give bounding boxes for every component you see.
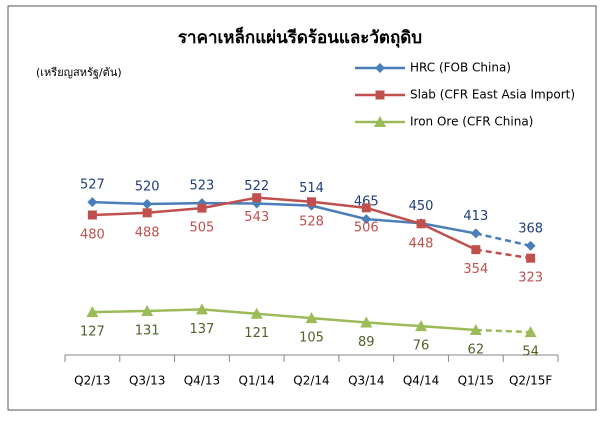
- data-label: 448: [409, 236, 434, 251]
- x-tick-label: Q3/13: [129, 374, 165, 388]
- data-label: 520: [135, 180, 160, 195]
- data-label: 137: [190, 322, 215, 337]
- data-label: 488: [135, 225, 160, 240]
- data-label: 505: [190, 221, 215, 236]
- marker: [416, 219, 426, 229]
- marker: [361, 214, 372, 225]
- marker: [195, 303, 208, 315]
- data-label: 514: [299, 181, 324, 196]
- marker: [87, 197, 98, 208]
- marker: [142, 199, 153, 209]
- data-label: 323: [518, 271, 543, 286]
- data-label: 522: [244, 179, 269, 194]
- x-tick-label: Q2/14: [293, 374, 329, 388]
- data-label: 413: [463, 209, 488, 224]
- marker: [141, 304, 154, 316]
- x-tick-label: Q2/15F: [509, 374, 552, 388]
- marker: [305, 312, 318, 324]
- marker: [250, 307, 263, 319]
- marker: [374, 116, 386, 127]
- data-label: 76: [413, 339, 430, 354]
- legend-label: Slab (CFR East Asia Import): [410, 88, 575, 102]
- marker: [415, 320, 428, 332]
- data-label: 465: [354, 195, 379, 210]
- y-axis-label: (เหรียญสหรัฐ/ตัน): [36, 66, 122, 79]
- data-label: 450: [409, 199, 434, 214]
- marker: [375, 90, 385, 100]
- data-label: 368: [518, 221, 543, 236]
- series-line: [92, 200, 477, 235]
- marker: [252, 193, 262, 203]
- series-line: [92, 308, 476, 332]
- chart-border: [7, 5, 597, 411]
- data-label: 62: [468, 342, 485, 357]
- marker: [360, 316, 373, 328]
- data-label: 54: [522, 345, 539, 360]
- data-label: 480: [80, 228, 105, 243]
- chart-title: ราคาเหล็กแผ่นรีดร้อนและวัตถุดิบ: [178, 25, 422, 48]
- marker: [87, 210, 97, 220]
- marker: [526, 253, 536, 263]
- marker: [86, 306, 99, 318]
- marker: [471, 245, 481, 255]
- x-tick-label: Q2/13: [74, 374, 110, 388]
- x-tick-label: Q1/15: [458, 374, 494, 388]
- marker: [142, 208, 152, 218]
- marker: [524, 326, 537, 338]
- x-tick-label: Q4/13: [184, 374, 220, 388]
- x-tick-label: Q3/14: [348, 374, 384, 388]
- data-label: 506: [354, 220, 379, 235]
- forecast-line: [475, 328, 531, 334]
- marker: [470, 228, 481, 239]
- data-label: 354: [463, 262, 488, 277]
- series-line: [92, 196, 477, 251]
- marker: [469, 323, 482, 335]
- data-label: 543: [244, 210, 269, 225]
- data-label: 105: [299, 331, 324, 346]
- marker: [197, 203, 207, 213]
- marker: [307, 197, 316, 207]
- data-label: 131: [135, 323, 160, 338]
- data-label: 127: [80, 325, 105, 340]
- x-tick-label: Q1/14: [239, 374, 275, 388]
- marker: [525, 240, 536, 251]
- data-label: 89: [358, 335, 375, 350]
- legend-label: HRC (FOB China): [410, 61, 511, 75]
- x-tick-label: Q4/14: [403, 374, 439, 388]
- marker: [375, 63, 385, 73]
- data-label: 527: [80, 178, 105, 193]
- legend-label: Iron Ore (CFR China): [410, 115, 533, 129]
- data-label: 528: [299, 214, 324, 229]
- marker: [361, 203, 371, 213]
- data-label: 121: [244, 326, 269, 341]
- data-label: 523: [190, 179, 215, 194]
